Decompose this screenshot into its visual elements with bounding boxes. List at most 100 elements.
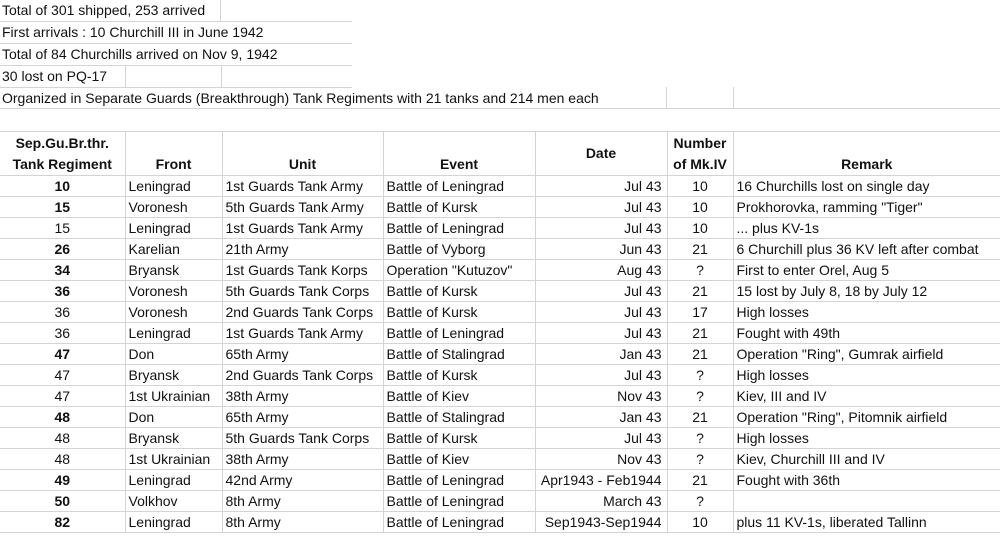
cell-number[interactable]: ? xyxy=(666,448,734,470)
cell-remark[interactable]: plus 11 KV-1s, liberated Tallinn xyxy=(732,511,1000,533)
cell-date[interactable]: Jul 43 xyxy=(534,301,668,323)
cell-front[interactable]: Bryansk xyxy=(124,364,223,386)
cell-regiment[interactable]: 36 xyxy=(0,322,126,344)
cell-unit[interactable]: 1st Guards Tank Army xyxy=(221,175,384,197)
cell-number[interactable]: 21 xyxy=(666,343,734,365)
cell-remark[interactable]: Fought with 49th xyxy=(732,322,1000,344)
cell-number[interactable]: 10 xyxy=(666,196,734,218)
cell-remark[interactable]: First to enter Orel, Aug 5 xyxy=(732,259,1000,281)
cell-event[interactable]: Battle of Kursk xyxy=(382,280,536,302)
cell-event[interactable]: Battle of Kursk xyxy=(382,196,536,218)
cell-remark[interactable]: 6 Churchill plus 36 KV left after combat xyxy=(732,238,1000,260)
cell-date[interactable]: Jan 43 xyxy=(534,343,668,365)
cell-unit[interactable]: 38th Army xyxy=(221,385,384,407)
cell-remark[interactable]: High losses xyxy=(732,364,1000,386)
cell-regiment[interactable]: 47 xyxy=(0,343,126,365)
cell-regiment[interactable]: 47 xyxy=(0,385,126,407)
cell-date[interactable]: Jul 43 xyxy=(534,217,668,239)
cell-remark[interactable]: High losses xyxy=(732,301,1000,323)
cell-date[interactable]: Jan 43 xyxy=(534,406,668,428)
cell-remark[interactable]: 16 Churchills lost on single day xyxy=(732,175,1000,197)
cell-unit[interactable]: 2nd Guards Tank Corps xyxy=(221,364,384,386)
cell-front[interactable]: Don xyxy=(124,343,223,365)
cell-front[interactable]: Bryansk xyxy=(124,259,223,281)
cell-number[interactable]: 21 xyxy=(666,322,734,344)
cell-event[interactable]: Battle of Leningrad xyxy=(382,469,536,491)
cell-number[interactable]: 21 xyxy=(666,406,734,428)
cell-unit[interactable]: 42nd Army xyxy=(221,469,384,491)
note-cell-total-shipped[interactable]: Total of 301 shipped, 253 arrived xyxy=(2,2,206,18)
cell-date[interactable]: Aug 43 xyxy=(534,259,668,281)
cell-event[interactable]: Battle of Kiev xyxy=(382,448,536,470)
cell-unit[interactable]: 5th Guards Tank Army xyxy=(221,196,384,218)
cell-front[interactable]: Leningrad xyxy=(124,322,223,344)
cell-remark[interactable]: Kiev, III and IV xyxy=(732,385,1000,407)
cell-front[interactable]: Voronesh xyxy=(124,280,223,302)
cell-unit[interactable]: 8th Army xyxy=(221,490,384,512)
cell-unit[interactable]: 38th Army xyxy=(221,448,384,470)
cell-number[interactable]: ? xyxy=(666,364,734,386)
cell-unit[interactable]: 5th Guards Tank Corps xyxy=(221,280,384,302)
cell-number[interactable]: 21 xyxy=(666,469,734,491)
cell-remark[interactable]: Operation "Ring", Gumrak airfield xyxy=(732,343,1000,365)
cell-unit[interactable]: 1st Guards Tank Army xyxy=(221,322,384,344)
header-event[interactable]: Event xyxy=(382,131,536,176)
cell-number[interactable]: 17 xyxy=(666,301,734,323)
cell-date[interactable]: Jul 43 xyxy=(534,364,668,386)
cell-event[interactable]: Battle of Stalingrad xyxy=(382,343,536,365)
cell-regiment[interactable]: 49 xyxy=(0,469,126,491)
cell-regiment[interactable]: 48 xyxy=(0,448,126,470)
cell-number[interactable]: ? xyxy=(666,490,734,512)
cell-front[interactable]: 1st Ukrainian xyxy=(124,448,223,470)
cell-front[interactable]: 1st Ukrainian xyxy=(124,385,223,407)
cell-number[interactable]: ? xyxy=(666,427,734,449)
cell-date[interactable]: Sep1943-Sep1944 xyxy=(534,511,668,533)
cell-remark[interactable]: Fought with 36th xyxy=(732,469,1000,491)
cell-date[interactable]: Apr1943 - Feb1944 xyxy=(534,469,668,491)
cell-unit[interactable]: 8th Army xyxy=(221,511,384,533)
cell-date[interactable]: Nov 43 xyxy=(534,385,668,407)
cell-unit[interactable]: 5th Guards Tank Corps xyxy=(221,427,384,449)
cell-number[interactable]: 10 xyxy=(666,175,734,197)
cell-front[interactable]: Leningrad xyxy=(124,511,223,533)
cell-remark[interactable] xyxy=(732,490,1000,512)
cell-unit[interactable]: 65th Army xyxy=(221,406,384,428)
cell-date[interactable]: Jul 43 xyxy=(534,427,668,449)
cell-remark[interactable]: Operation "Ring", Pitomnik airfield xyxy=(732,406,1000,428)
header-date[interactable]: Date xyxy=(534,131,668,176)
cell-event[interactable]: Battle of Leningrad xyxy=(382,490,536,512)
cell-date[interactable]: Jul 43 xyxy=(534,175,668,197)
cell-event[interactable]: Battle of Leningrad xyxy=(382,511,536,533)
cell-event[interactable]: Battle of Kursk xyxy=(382,364,536,386)
cell-number[interactable]: 21 xyxy=(666,280,734,302)
cell-front[interactable]: Don xyxy=(124,406,223,428)
cell-regiment[interactable]: 15 xyxy=(0,196,126,218)
cell-event[interactable]: Battle of Kursk xyxy=(382,427,536,449)
cell-front[interactable]: Leningrad xyxy=(124,469,223,491)
header-regiment[interactable]: Sep.Gu.Br.thr. Tank Regiment xyxy=(0,131,126,176)
cell-regiment[interactable]: 50 xyxy=(0,490,126,512)
cell-number[interactable]: ? xyxy=(666,259,734,281)
cell-event[interactable]: Battle of Leningrad xyxy=(382,217,536,239)
note-cell-first-arrivals[interactable]: First arrivals : 10 Churchill III in Jun… xyxy=(2,24,264,40)
cell-date[interactable]: Jul 43 xyxy=(534,196,668,218)
cell-date[interactable]: March 43 xyxy=(534,490,668,512)
cell-unit[interactable]: 1st Guards Tank Army xyxy=(221,217,384,239)
cell-unit[interactable]: 65th Army xyxy=(221,343,384,365)
cell-regiment[interactable]: 15 xyxy=(0,217,126,239)
cell-front[interactable]: Volkhov xyxy=(124,490,223,512)
cell-event[interactable]: Battle of Kiev xyxy=(382,385,536,407)
cell-event[interactable]: Battle of Stalingrad xyxy=(382,406,536,428)
cell-date[interactable]: Jul 43 xyxy=(534,322,668,344)
cell-remark[interactable]: High losses xyxy=(732,427,1000,449)
cell-date[interactable]: Jun 43 xyxy=(534,238,668,260)
cell-number[interactable]: 21 xyxy=(666,238,734,260)
cell-unit[interactable]: 21th Army xyxy=(221,238,384,260)
cell-remark[interactable]: Prokhorovka, ramming "Tiger" xyxy=(732,196,1000,218)
cell-front[interactable]: Bryansk xyxy=(124,427,223,449)
cell-front[interactable]: Voronesh xyxy=(124,196,223,218)
cell-regiment[interactable]: 36 xyxy=(0,280,126,302)
cell-regiment[interactable]: 36 xyxy=(0,301,126,323)
cell-event[interactable]: Battle of Leningrad xyxy=(382,322,536,344)
cell-regiment[interactable]: 48 xyxy=(0,406,126,428)
